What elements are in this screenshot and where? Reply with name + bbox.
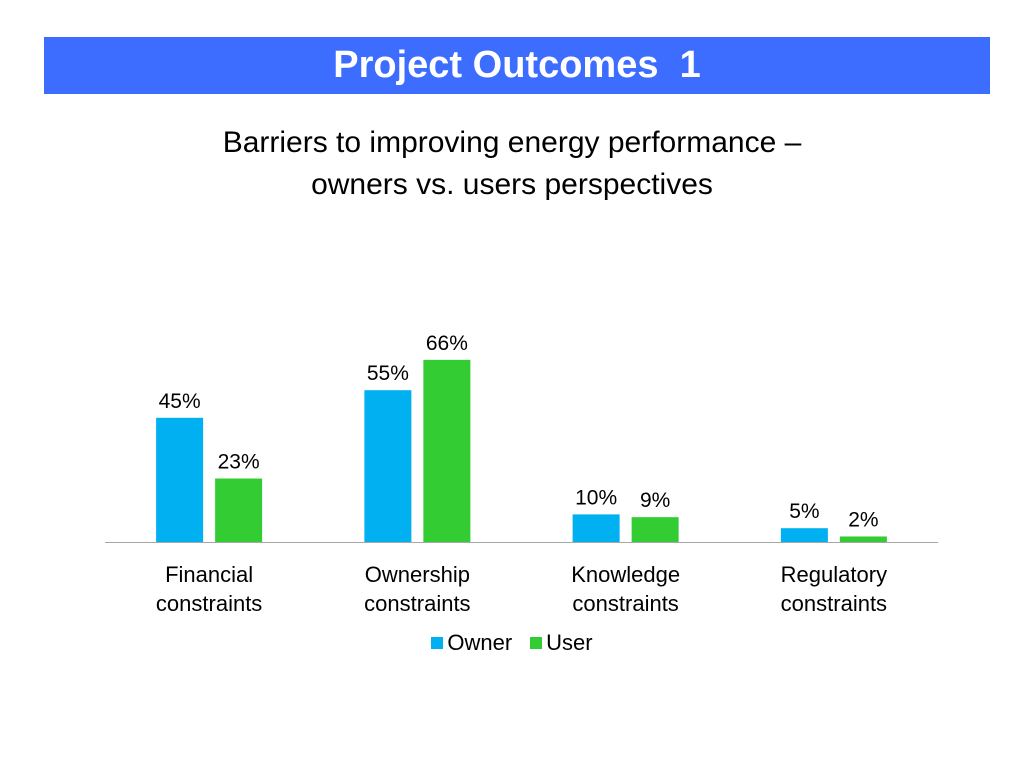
page-title: Project Outcomes 1 — [333, 44, 701, 86]
chart-title-line-2: owners vs. users perspectives — [311, 168, 713, 201]
header-bar: Project Outcomes 1 — [44, 37, 990, 94]
bar-owner-3 — [780, 528, 828, 542]
bar-user-0 — [215, 478, 263, 542]
data-label-owner-2: 10% — [575, 486, 617, 509]
legend-swatch-owner — [431, 637, 444, 649]
bar-user-2 — [631, 517, 679, 542]
legend-entry-user: User — [530, 630, 593, 656]
data-label-user-2: 9% — [640, 489, 670, 512]
bar-owner-2 — [572, 514, 620, 542]
bar-owner-0 — [156, 417, 204, 542]
bar-user-3 — [839, 536, 887, 542]
bar-user-1 — [423, 359, 471, 542]
data-label-owner-0: 45% — [159, 390, 201, 413]
legend-swatch-user — [530, 637, 543, 649]
legend-label-user: User — [546, 630, 593, 655]
category-label-3-0: Regulatory — [781, 562, 887, 587]
chart-legend: Owner User — [0, 630, 1024, 656]
category-label-3-1: constraints — [781, 591, 887, 616]
chart-title-line-1: Barriers to improving energy performance… — [222, 126, 802, 159]
category-label-1-0: Ownership — [365, 562, 470, 587]
category-label-0-1: constraints — [156, 591, 262, 616]
category-label-0-0: Financial — [165, 562, 253, 587]
data-label-owner-1: 55% — [367, 362, 409, 385]
legend-label-owner: Owner — [447, 630, 513, 655]
data-label-owner-3: 5% — [789, 500, 819, 523]
data-label-user-0: 23% — [218, 451, 260, 474]
category-label-2-0: Knowledge — [571, 562, 680, 587]
data-label-user-3: 2% — [848, 508, 878, 531]
category-label-2-1: constraints — [572, 591, 678, 616]
legend-entry-owner: Owner — [431, 630, 512, 656]
category-label-1-1: constraints — [364, 591, 470, 616]
bar-owner-1 — [364, 390, 412, 542]
data-label-user-1: 66% — [426, 332, 468, 355]
